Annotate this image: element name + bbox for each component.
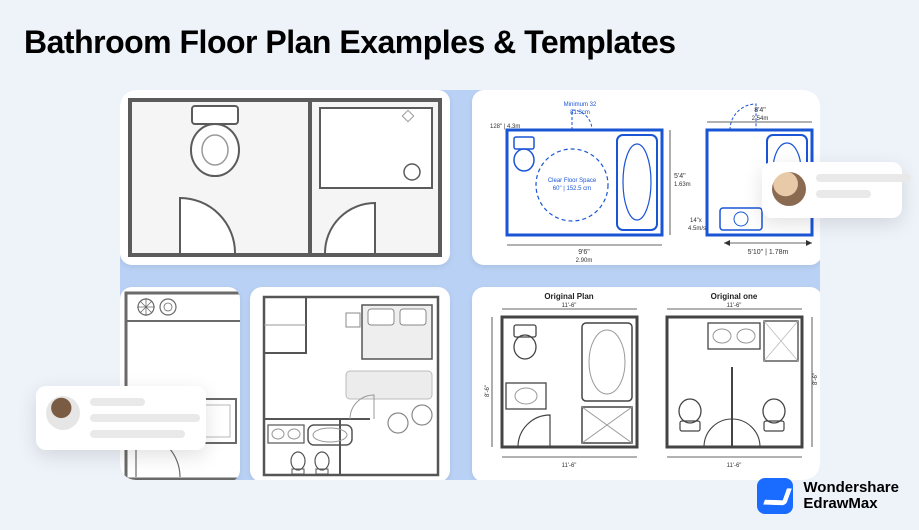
dim-left-tl: 128" | 4.3m xyxy=(490,124,520,130)
dim-left-bl: 8'-6" xyxy=(485,385,491,397)
floorplan-suite-svg xyxy=(250,287,450,480)
comment-card-right xyxy=(762,162,902,218)
brand-logo: Wondershare EdrawMax xyxy=(757,478,899,514)
comment-lines xyxy=(816,172,911,198)
clear-space-label-1: Clear Floor Space xyxy=(548,178,597,184)
inset-2: 4.5m/s xyxy=(688,226,706,232)
dim-bottom-bl: 11'-6" xyxy=(562,463,577,469)
min-label-2: 81.3cm xyxy=(570,110,590,116)
template-grid: Clear Floor Space 60" | 152.5 cm Minimum… xyxy=(120,90,820,480)
comment-card-left xyxy=(36,386,206,450)
dim-bottom-br: 11'-6" xyxy=(727,463,742,469)
brand-logo-icon xyxy=(757,478,793,514)
dim-right-tl-1: 5'4" xyxy=(674,173,686,180)
clear-space-label-2: 60" | 152.5 cm xyxy=(553,186,591,192)
dim-right-br: 8'-6" xyxy=(813,373,819,385)
dim-bottom-tl-1: 9'6" xyxy=(578,249,590,256)
compare-right-title: Original one xyxy=(711,292,758,301)
brand-line-2: EdrawMax xyxy=(803,496,899,512)
compare-left-title: Original Plan xyxy=(544,292,593,301)
dim-top-br: 11'-6" xyxy=(727,303,742,309)
brand-logo-text: Wondershare EdrawMax xyxy=(803,480,899,512)
avatar xyxy=(772,172,806,206)
floorplan-card-suite[interactable] xyxy=(250,287,450,480)
brand-line-1: Wondershare xyxy=(803,480,899,496)
dim-top-tr-2: 2.54m xyxy=(752,116,769,122)
floorplan-card-clip[interactable] xyxy=(120,287,240,480)
dim-right-tl-2: 1.63m xyxy=(674,182,691,188)
floorplan-card-compare[interactable]: Original Plan 11'-6" 8'-6" 11'-6" Origin… xyxy=(472,287,820,480)
dim-bottom-tl-2: 2.90m xyxy=(576,258,593,264)
floorplan-compare-svg: Original Plan 11'-6" 8'-6" 11'-6" Origin… xyxy=(472,287,820,480)
dim-top-bl: 11'-6" xyxy=(562,303,577,309)
floorplan-basic-svg xyxy=(120,90,450,265)
min-label-1: Minimum 32 xyxy=(564,102,597,108)
dim-top-tr-1: 8'4" xyxy=(754,107,766,114)
floorplan-clip-svg xyxy=(120,287,240,480)
inset-1: 14"x xyxy=(690,218,702,224)
floorplan-card-basic[interactable] xyxy=(120,90,450,265)
dim-bottom-tr: 5'10" | 1.78m xyxy=(748,249,789,256)
page-title: Bathroom Floor Plan Examples & Templates xyxy=(24,24,676,61)
avatar xyxy=(46,396,80,430)
comment-lines xyxy=(90,396,200,438)
